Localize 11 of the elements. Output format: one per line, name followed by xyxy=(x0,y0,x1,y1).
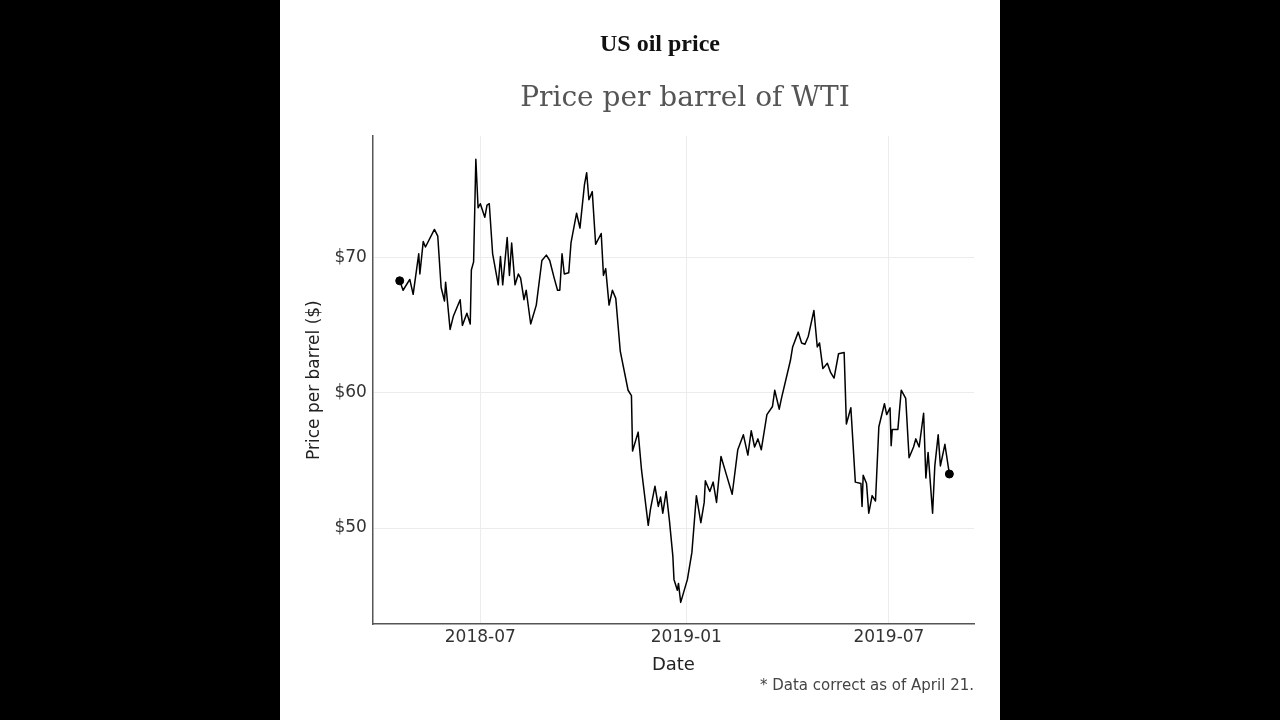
y-axis-title: Price per barrel ($) xyxy=(302,300,323,460)
x-tick-label: 2019-01 xyxy=(650,625,722,646)
x-axis-title: Date xyxy=(651,652,695,674)
x-tick-label: 2019-07 xyxy=(853,625,925,646)
y-tick-label: $70 xyxy=(334,246,367,267)
y-tick-label: $60 xyxy=(334,381,367,402)
chart-title: US oil price xyxy=(599,30,721,57)
chart-subtitle: Price per barrel of WTI xyxy=(519,80,851,113)
text: * Data correct as of April 21. xyxy=(759,676,974,694)
x-tick-label: 2018-07 xyxy=(444,625,516,646)
y-tick-label: $50 xyxy=(334,516,367,537)
